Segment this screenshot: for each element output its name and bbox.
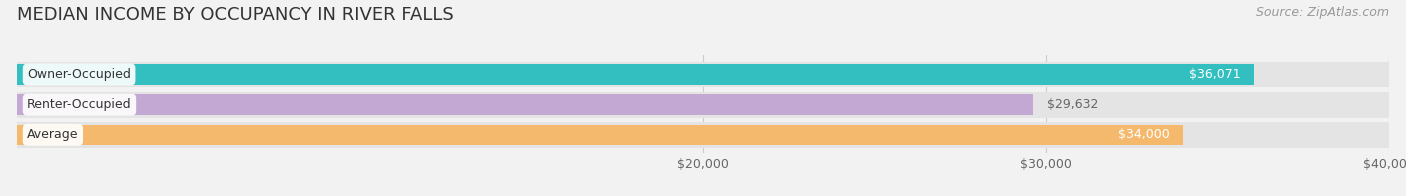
Text: $34,000: $34,000 bbox=[1118, 128, 1170, 141]
Bar bbox=[17, 94, 1033, 115]
Bar bbox=[17, 92, 1389, 118]
Text: Average: Average bbox=[27, 128, 79, 141]
Bar bbox=[17, 62, 1389, 87]
Text: MEDIAN INCOME BY OCCUPANCY IN RIVER FALLS: MEDIAN INCOME BY OCCUPANCY IN RIVER FALL… bbox=[17, 6, 454, 24]
Bar bbox=[17, 122, 1389, 148]
Text: $29,632: $29,632 bbox=[1047, 98, 1098, 111]
Text: $36,071: $36,071 bbox=[1189, 68, 1240, 81]
Bar bbox=[17, 124, 1184, 145]
Text: Renter-Occupied: Renter-Occupied bbox=[27, 98, 132, 111]
Bar bbox=[17, 64, 1254, 85]
Text: Owner-Occupied: Owner-Occupied bbox=[27, 68, 131, 81]
Text: Source: ZipAtlas.com: Source: ZipAtlas.com bbox=[1256, 6, 1389, 19]
